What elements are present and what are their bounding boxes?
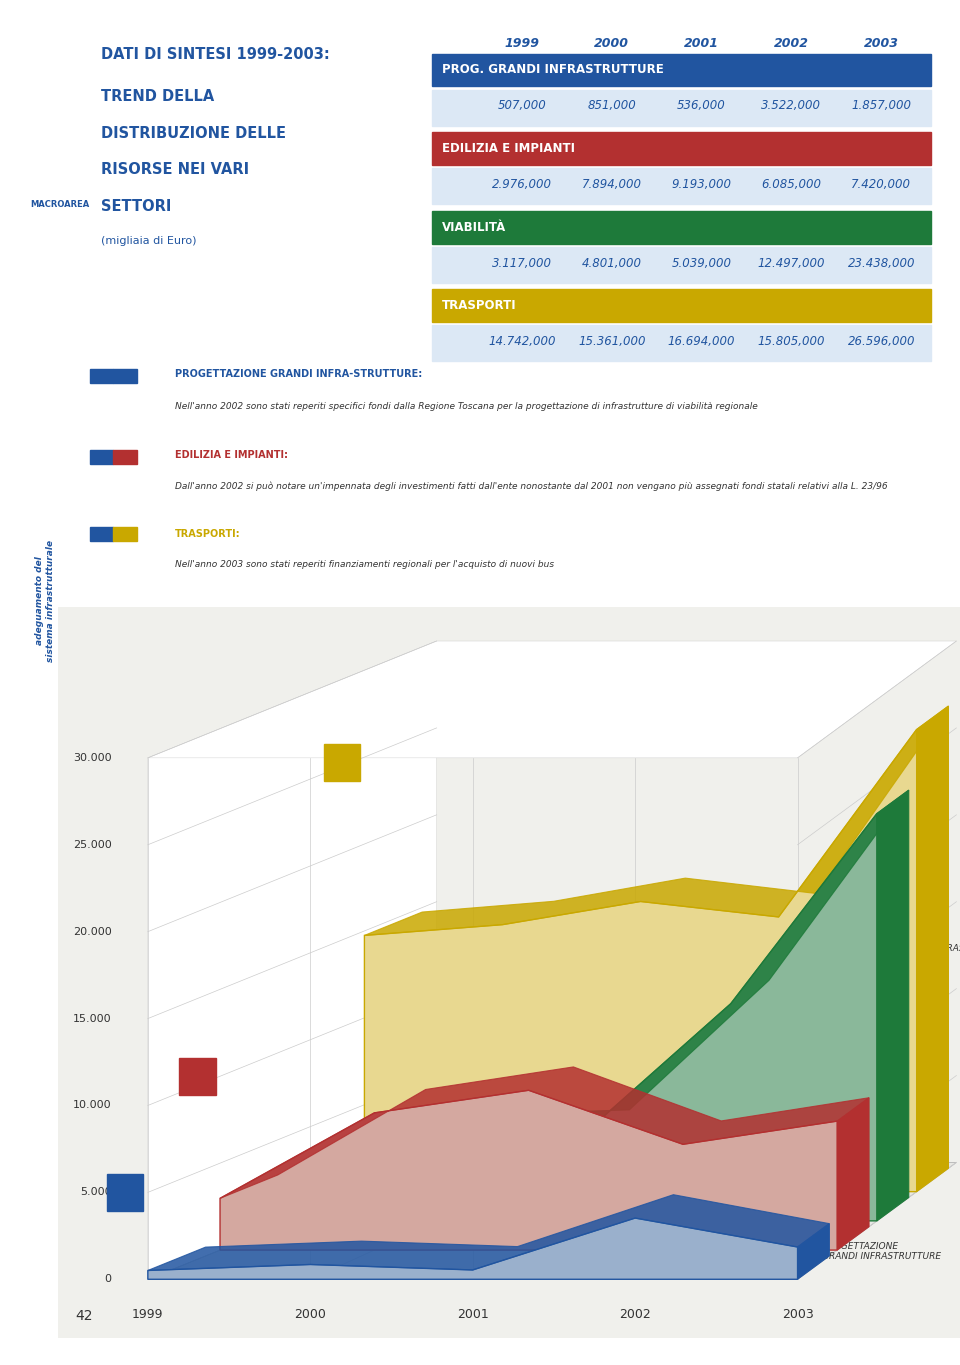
Text: 2002: 2002 bbox=[619, 1309, 651, 1321]
Polygon shape bbox=[292, 814, 877, 1220]
Text: 1.857,000: 1.857,000 bbox=[852, 100, 911, 112]
Text: VIABILITÀ: VIABILITÀ bbox=[901, 1001, 944, 1010]
Bar bbox=[432, 210, 931, 243]
Text: 25.000: 25.000 bbox=[73, 839, 111, 850]
Text: DISTRIBUZIONE DELLE: DISTRIBUZIONE DELLE bbox=[101, 126, 286, 141]
Bar bbox=[432, 247, 931, 283]
Text: 9.193,000: 9.193,000 bbox=[672, 177, 732, 191]
Text: 14.742,000: 14.742,000 bbox=[488, 336, 556, 348]
Polygon shape bbox=[148, 642, 437, 1279]
Bar bbox=[113, 369, 136, 384]
Polygon shape bbox=[148, 1163, 956, 1279]
Bar bbox=[432, 90, 931, 126]
Text: GLI AMBITI DI INTERVENTO: GLI AMBITI DI INTERVENTO bbox=[8, 460, 16, 577]
Text: 16.694,000: 16.694,000 bbox=[668, 336, 735, 348]
Text: 2001: 2001 bbox=[457, 1309, 489, 1321]
Text: 15.805,000: 15.805,000 bbox=[757, 336, 826, 348]
Bar bbox=[432, 168, 931, 205]
Bar bbox=[108, 1174, 143, 1211]
Bar bbox=[432, 53, 931, 86]
Text: 23.438,000: 23.438,000 bbox=[848, 257, 915, 270]
Text: 2.976,000: 2.976,000 bbox=[492, 177, 552, 191]
Polygon shape bbox=[365, 706, 948, 935]
Text: 15.000: 15.000 bbox=[73, 1014, 111, 1024]
Text: 1999: 1999 bbox=[132, 1309, 163, 1321]
Text: 42: 42 bbox=[76, 1309, 93, 1323]
Text: 536,000: 536,000 bbox=[677, 100, 726, 112]
Text: TRASPORTI: TRASPORTI bbox=[442, 299, 516, 313]
Polygon shape bbox=[220, 1091, 837, 1250]
Text: 3.522,000: 3.522,000 bbox=[761, 100, 822, 112]
Text: DATI DI SINTESI 1999-2003:: DATI DI SINTESI 1999-2003: bbox=[101, 46, 329, 61]
Text: 2000: 2000 bbox=[594, 37, 629, 51]
Text: TREND DELLA: TREND DELLA bbox=[101, 89, 214, 104]
Text: Dall'anno 2002 si può notare un'impennata degli investimenti fatti dall'ente non: Dall'anno 2002 si può notare un'impennat… bbox=[175, 480, 887, 490]
Bar bbox=[432, 289, 931, 322]
Bar bbox=[90, 369, 113, 384]
Polygon shape bbox=[148, 642, 956, 758]
Text: Nell'anno 2002 sono stati reperiti specifici fondi dalla Regione Toscana per la : Nell'anno 2002 sono stati reperiti speci… bbox=[175, 403, 757, 411]
Text: 30.000: 30.000 bbox=[73, 753, 111, 763]
Text: 3.117,000: 3.117,000 bbox=[492, 257, 552, 270]
Text: 0: 0 bbox=[105, 1275, 111, 1284]
Bar bbox=[90, 527, 113, 541]
Text: 2002: 2002 bbox=[774, 37, 809, 51]
Text: MACROAREA: MACROAREA bbox=[31, 201, 89, 209]
Text: VIABILITÀ: VIABILITÀ bbox=[442, 221, 506, 233]
Text: 15.361,000: 15.361,000 bbox=[578, 336, 645, 348]
Text: EDILIZIA E IMPIANTI: EDILIZIA E IMPIANTI bbox=[442, 142, 575, 156]
Polygon shape bbox=[798, 1223, 829, 1279]
Polygon shape bbox=[220, 1067, 869, 1198]
Text: 507,000: 507,000 bbox=[497, 100, 546, 112]
Text: adeguamento del
sistema infrastrutturale: adeguamento del sistema infrastrutturale bbox=[36, 539, 55, 662]
Text: PROGETTAZIONE
GRANDI INFRASTRUTTURE: PROGETTAZIONE GRANDI INFRASTRUTTURE bbox=[823, 1242, 942, 1261]
Polygon shape bbox=[292, 790, 909, 1167]
Text: 2000: 2000 bbox=[295, 1309, 326, 1321]
Text: 1999: 1999 bbox=[504, 37, 540, 51]
Bar bbox=[432, 325, 931, 362]
Text: TRASPORTI: TRASPORTI bbox=[942, 945, 960, 953]
Polygon shape bbox=[837, 1097, 869, 1250]
Text: 851,000: 851,000 bbox=[588, 100, 636, 112]
Polygon shape bbox=[877, 790, 909, 1220]
Text: 5.000: 5.000 bbox=[80, 1188, 111, 1197]
Text: 10.000: 10.000 bbox=[73, 1100, 111, 1111]
Bar bbox=[180, 1058, 215, 1095]
Bar bbox=[90, 450, 113, 464]
Bar bbox=[432, 132, 931, 165]
Text: 20.000: 20.000 bbox=[73, 927, 111, 936]
Text: 7.420,000: 7.420,000 bbox=[852, 177, 911, 191]
Text: SETTORI: SETTORI bbox=[101, 199, 171, 214]
Bar bbox=[113, 450, 136, 464]
Text: Nell'anno 2003 sono stati reperiti finanziamenti regionali per l'acquisto di nuo: Nell'anno 2003 sono stati reperiti finan… bbox=[175, 560, 554, 569]
Text: TRASPORTI:: TRASPORTI: bbox=[175, 528, 240, 539]
Text: 2003: 2003 bbox=[781, 1309, 813, 1321]
Text: 2001: 2001 bbox=[684, 37, 719, 51]
Text: PROGETTAZIONE GRANDI INFRA-STRUTTURE:: PROGETTAZIONE GRANDI INFRA-STRUTTURE: bbox=[175, 369, 421, 379]
Text: t: t bbox=[43, 274, 62, 313]
Text: RISORSE NEI VARI: RISORSE NEI VARI bbox=[101, 162, 249, 177]
Text: 12.497,000: 12.497,000 bbox=[757, 257, 826, 270]
Text: 4.801,000: 4.801,000 bbox=[582, 257, 641, 270]
Text: 5.039,000: 5.039,000 bbox=[672, 257, 732, 270]
Text: 6.085,000: 6.085,000 bbox=[761, 177, 822, 191]
Polygon shape bbox=[148, 1218, 798, 1279]
Text: 7.894,000: 7.894,000 bbox=[582, 177, 641, 191]
Text: EDILIZIA
E IMPIANTI: EDILIZIA E IMPIANTI bbox=[862, 1164, 910, 1183]
Polygon shape bbox=[365, 729, 917, 1192]
Text: PROG. GRANDI INFRASTRUTTURE: PROG. GRANDI INFRASTRUTTURE bbox=[442, 63, 663, 76]
Polygon shape bbox=[148, 1194, 829, 1271]
Text: EDILIZIA E IMPIANTI:: EDILIZIA E IMPIANTI: bbox=[175, 450, 288, 460]
Bar bbox=[324, 744, 360, 781]
Bar bbox=[113, 527, 136, 541]
Text: 26.596,000: 26.596,000 bbox=[848, 336, 915, 348]
Polygon shape bbox=[917, 706, 948, 1192]
Text: 2003: 2003 bbox=[864, 37, 899, 51]
Text: (migliaia di Euro): (migliaia di Euro) bbox=[101, 236, 196, 246]
